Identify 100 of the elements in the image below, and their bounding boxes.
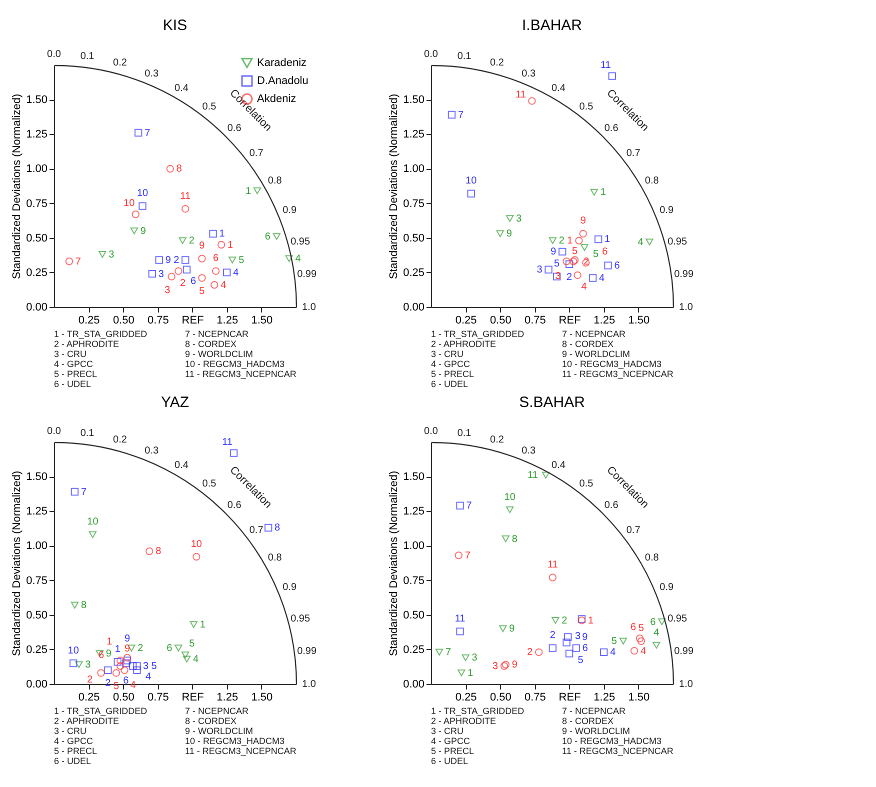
annotation: 1 <box>567 236 574 247</box>
point <box>580 244 588 251</box>
x-tick-label: 0.25 <box>78 692 100 704</box>
y-axis-title: Standardized Deviations (Normalized) <box>388 470 400 656</box>
text: 0.0 <box>47 49 62 60</box>
point <box>456 628 464 636</box>
y-tick-label: 1.00 <box>403 163 424 176</box>
chart-title: S.BAHAR <box>519 394 586 411</box>
annotation: 11 <box>515 89 526 100</box>
annotation: 0.4 <box>174 460 189 471</box>
annotation: 6 <box>166 643 173 654</box>
chart-title: KIS <box>162 17 188 34</box>
point <box>499 625 507 632</box>
point <box>579 230 587 238</box>
annotation: 6 <box>630 622 637 634</box>
annotation: 4 <box>654 627 660 638</box>
text: 7 - NCEPNCAR <box>185 706 250 716</box>
annotation: 4 <box>233 267 240 278</box>
point <box>652 642 660 649</box>
point <box>133 666 141 674</box>
annotation: 1 <box>228 240 234 251</box>
annotation: 0.3 <box>522 68 536 80</box>
annotation: 3 <box>85 660 92 671</box>
text: 6 - UDEL <box>431 756 468 766</box>
y-tick-label: 0.75 <box>26 198 48 210</box>
point <box>548 574 557 582</box>
point <box>285 255 293 262</box>
x-tick-label: 1.25 <box>216 314 238 326</box>
annotation: 7 <box>75 256 82 268</box>
annotation: 4 <box>192 654 199 666</box>
annotation: 3 <box>536 264 543 276</box>
point <box>112 669 120 677</box>
annotation: 9 <box>124 644 131 655</box>
annotation: 2 <box>527 647 534 658</box>
point <box>114 658 122 666</box>
annotation: 9 <box>165 254 172 266</box>
text: 9 - WORLDCLIM <box>562 349 630 359</box>
annotation: 7 <box>80 486 87 498</box>
y-tick-label: 0.00 <box>26 302 48 314</box>
point <box>467 190 475 198</box>
annotation: 4 <box>610 647 616 658</box>
text: 3 - CRU <box>431 726 464 736</box>
annotation: 0.4 <box>174 82 189 94</box>
point <box>88 531 97 538</box>
x-tick-label: 1.25 <box>594 314 616 326</box>
x-tick-label: REF <box>558 314 582 326</box>
point <box>544 266 552 274</box>
annotation: 5 <box>592 249 599 260</box>
annotation: 5 <box>638 623 644 634</box>
annotation: 0.8 <box>644 552 660 564</box>
point <box>178 237 186 244</box>
text: 8 - CORDEX <box>562 716 614 726</box>
text: 5 - PRECL <box>54 746 98 756</box>
y-tick-label: 0.75 <box>403 198 424 210</box>
annotation: 10 <box>190 538 202 550</box>
text: 10 - REGCM3_HADCM3 <box>562 359 662 369</box>
annotation: 11 <box>528 470 538 482</box>
point <box>558 248 566 256</box>
annotation: 1 <box>106 636 113 648</box>
text: 0.99 <box>297 646 317 657</box>
y-tick-label: 1.50 <box>403 471 424 484</box>
point <box>97 669 105 677</box>
y-tick-label: 0.75 <box>26 574 48 587</box>
annotation: 0.95 <box>668 236 688 248</box>
annotation: 0.2 <box>490 434 504 446</box>
annotation: 6 <box>650 616 656 628</box>
point <box>182 204 190 213</box>
point <box>168 272 176 280</box>
text: 0.1 <box>80 51 95 62</box>
annotation: 9 <box>582 632 588 643</box>
y-tick-label: 0.50 <box>403 232 424 244</box>
y-axis-title: Standardized Deviations (Normalized) <box>11 94 24 280</box>
point <box>562 638 570 646</box>
annotation: 0.8 <box>268 552 282 564</box>
annotation: 2 <box>174 254 180 266</box>
point <box>562 258 570 266</box>
point <box>182 656 191 663</box>
annotation: 3 <box>472 652 478 664</box>
annotation: 5 <box>151 661 158 672</box>
annotation: 4 <box>295 254 302 265</box>
annotation: 0.7 <box>249 524 264 536</box>
chart-title: YAZ <box>160 394 190 411</box>
y-tick-label: 1.50 <box>26 94 48 106</box>
point <box>192 552 200 561</box>
point <box>65 258 74 266</box>
annotation: 9 <box>199 240 206 252</box>
point <box>133 662 141 670</box>
point <box>146 547 154 556</box>
point <box>548 237 557 244</box>
annotation: 3 <box>164 285 171 296</box>
text: 2 - APHRODITE <box>431 716 496 726</box>
annotation: 5 <box>554 258 560 270</box>
point <box>458 670 466 676</box>
text: 2 - APHRODITE <box>54 716 120 726</box>
annotation: 4 <box>145 672 152 683</box>
text: 11 - REGCM3_NCEPNCAR <box>185 746 297 756</box>
point <box>70 488 79 496</box>
text: 10 - REGCM3_HADCM3 <box>562 736 662 746</box>
x-tick-label: REF <box>558 692 582 704</box>
annotation: 0.4 <box>552 460 566 471</box>
